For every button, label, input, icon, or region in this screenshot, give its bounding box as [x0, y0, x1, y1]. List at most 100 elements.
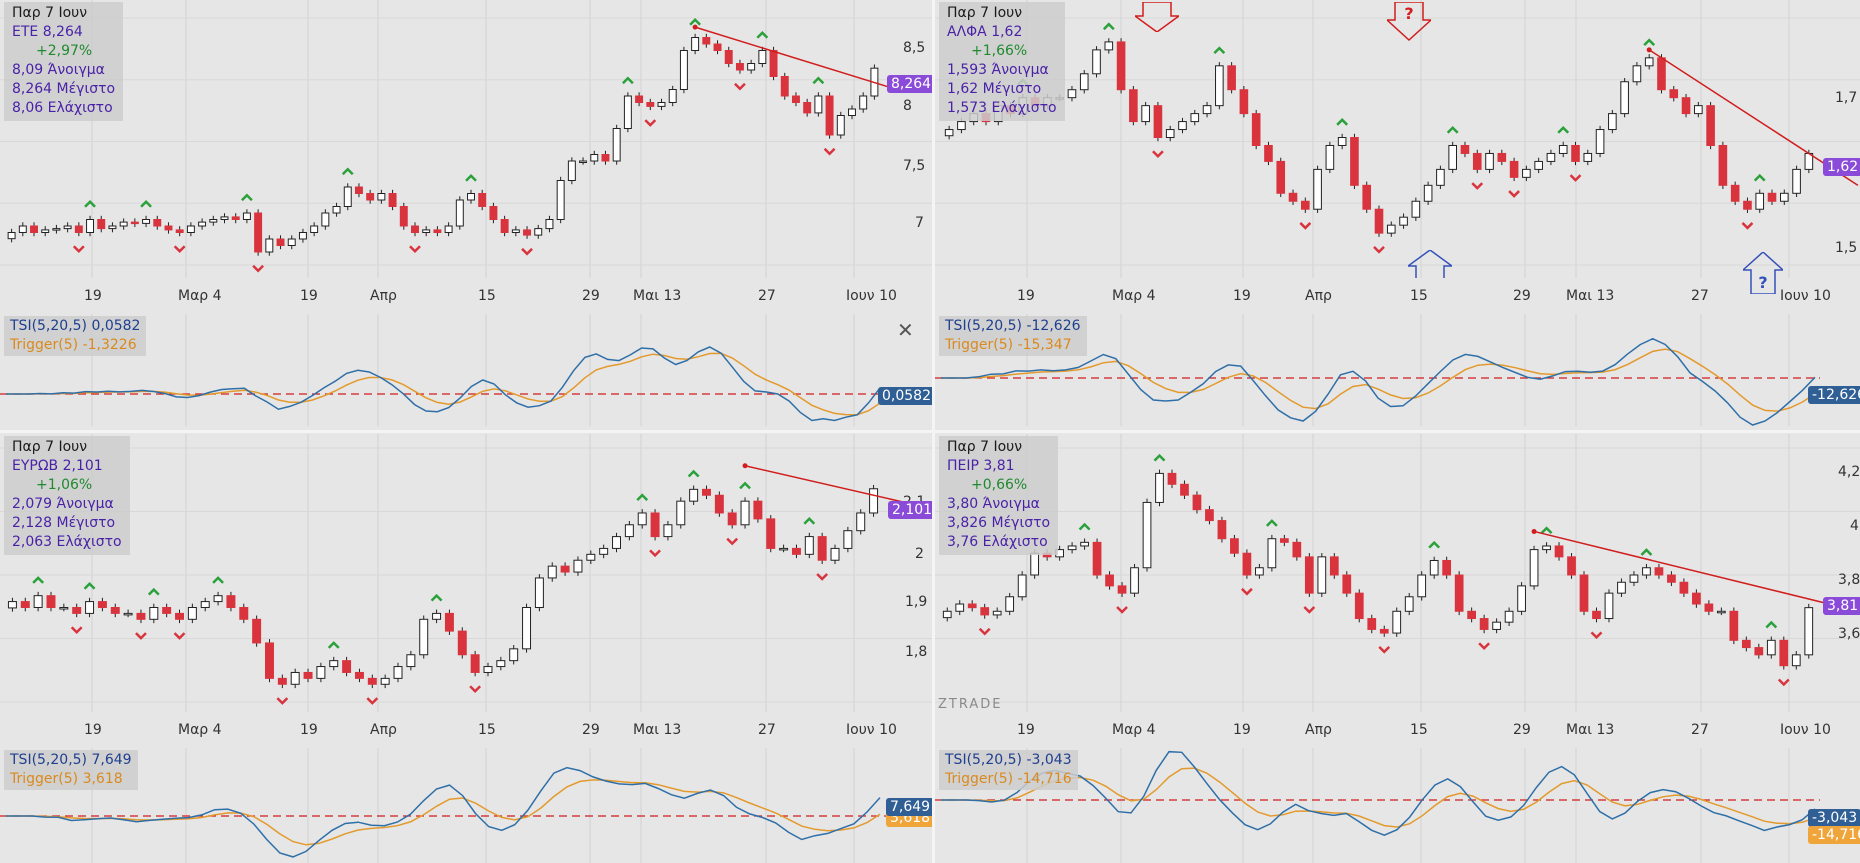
candle-body	[1454, 574, 1464, 612]
candle-body	[342, 660, 352, 673]
candle-body	[85, 601, 95, 614]
x-tick: 15	[478, 288, 496, 304]
candle-body	[175, 229, 184, 233]
candle-body	[30, 225, 38, 233]
peak-marker	[1428, 540, 1441, 549]
candle-body	[455, 199, 464, 227]
candle-body	[1667, 574, 1676, 583]
x-tick: 27	[1691, 288, 1709, 304]
peak-marker	[140, 200, 152, 208]
candle-body	[1251, 113, 1261, 146]
trough-marker	[1303, 606, 1316, 614]
x-tick: Μαρ 4	[178, 288, 222, 304]
price-label: 8,264	[887, 75, 932, 93]
tsi-panel-peir[interactable]: TSI(5,20,5) -3,043 Trigger(5) -14,716 -3…	[935, 748, 1860, 863]
candle-body	[1362, 184, 1372, 210]
candle-body	[650, 512, 660, 538]
candle-body	[130, 221, 139, 225]
candle-body	[1423, 184, 1433, 202]
candle-body	[496, 660, 506, 668]
candle-body	[1595, 129, 1605, 154]
x-tick: Μαρ 4	[1112, 288, 1156, 304]
trigger-label: Trigger(5) -14,716	[945, 771, 1072, 787]
tsi-panel-ete[interactable]: TSI(5,20,5) 0,0582 Trigger(5) -1,3226 ✕ …	[0, 314, 932, 426]
low-value: 3,76 Ελάχιστο	[947, 534, 1048, 550]
peak-marker	[1213, 46, 1226, 54]
candle-body	[1242, 552, 1252, 576]
candle-body	[399, 206, 408, 227]
trough-marker	[1741, 222, 1754, 230]
trough-marker	[978, 627, 991, 636]
candle-body	[209, 219, 218, 223]
candle-body	[1230, 538, 1239, 554]
candle-body	[18, 225, 27, 233]
x-tick: Ιουν 10	[1780, 722, 1831, 738]
y-tick: 8	[903, 98, 912, 114]
candle-body	[432, 612, 442, 620]
candle-body	[623, 95, 632, 129]
x-tick: Απρ	[1305, 288, 1332, 304]
trough-marker	[409, 245, 421, 253]
peak-marker	[241, 193, 253, 202]
candle-body	[1448, 144, 1457, 170]
x-tick: 27	[1691, 722, 1709, 738]
high-value: 8,264 Μέγιστο	[12, 81, 116, 97]
peak-marker	[327, 641, 340, 649]
candle-body	[1304, 556, 1314, 594]
candle-body	[1374, 208, 1384, 234]
candle-body	[1730, 184, 1740, 202]
price-panel-eurob[interactable]: Παρ 7 Ιουν ΕΥΡΩΒ 2,101 +1,06% 2,079 Άνοι…	[0, 434, 932, 712]
candle-body	[1692, 592, 1701, 605]
price-label: 1,62	[1823, 158, 1860, 176]
candle-body	[1485, 152, 1494, 170]
trough-marker	[70, 626, 83, 634]
tsi-value-label: -3,043	[1808, 809, 1860, 827]
candle-body	[586, 553, 596, 561]
candle-body	[1644, 57, 1654, 67]
candle-body	[957, 121, 966, 131]
candle-body	[1479, 618, 1489, 630]
candle-body	[329, 660, 339, 668]
candle-body	[1017, 574, 1027, 598]
candle-body	[298, 232, 307, 240]
candle-body	[1067, 89, 1077, 99]
candle-body	[198, 221, 207, 227]
candle-body	[1558, 144, 1568, 154]
candle-body	[635, 95, 644, 103]
candle-body	[1706, 105, 1715, 146]
peak-marker	[803, 517, 816, 525]
candle-body	[1067, 545, 1077, 551]
candle-body	[1679, 581, 1689, 594]
candle-body	[1629, 574, 1639, 583]
tsi-panel-alpha[interactable]: TSI(5,20,5) -12,626 Trigger(5) -15,347 -…	[935, 314, 1860, 426]
peak-marker	[32, 576, 45, 584]
tsi-label: TSI(5,20,5) 0,0582	[10, 318, 141, 334]
candle-body	[980, 607, 990, 616]
trough-marker	[1478, 642, 1491, 651]
candle-body	[579, 160, 588, 163]
candle-body	[1517, 585, 1526, 612]
x-tick: 19	[300, 722, 318, 738]
candle-body	[663, 524, 673, 538]
x-tick: 19	[84, 288, 102, 304]
candle-body	[277, 677, 287, 685]
candle-body	[1279, 538, 1289, 543]
close-icon[interactable]: ✕	[897, 318, 914, 342]
candle-body	[679, 50, 688, 90]
candle-body	[843, 530, 853, 549]
candle-body	[817, 536, 827, 561]
peak-marker	[689, 18, 701, 26]
candle-body	[377, 193, 386, 201]
candle-body	[500, 219, 509, 233]
trend-anchor	[692, 24, 698, 30]
tsi-panel-eurob[interactable]: TSI(5,20,5) 7,649 Trigger(5) 3,618 3,618…	[0, 748, 932, 863]
price-panel-peir[interactable]: Παρ 7 Ιουν ΠΕΙΡ 3,81 +0,66% 3,80 Άνοιγμα…	[935, 434, 1860, 712]
candle-body	[1325, 144, 1335, 170]
price-panel-ete[interactable]: Παρ 7 Ιουν ΕΤΕ 8,264 +2,97% 8,09 Άνοιγμα…	[0, 0, 932, 278]
candle-body	[1529, 549, 1539, 587]
tsi-value-label: -12,626	[1808, 386, 1860, 404]
price-panel-alpha[interactable]: Παρ 7 Ιουν ΑΛΦΑ 1,62 +1,66% 1,593 Άνοιγμ…	[935, 0, 1860, 278]
candle-body	[1583, 152, 1593, 162]
candle-body	[136, 612, 146, 620]
candle-body	[830, 547, 840, 561]
